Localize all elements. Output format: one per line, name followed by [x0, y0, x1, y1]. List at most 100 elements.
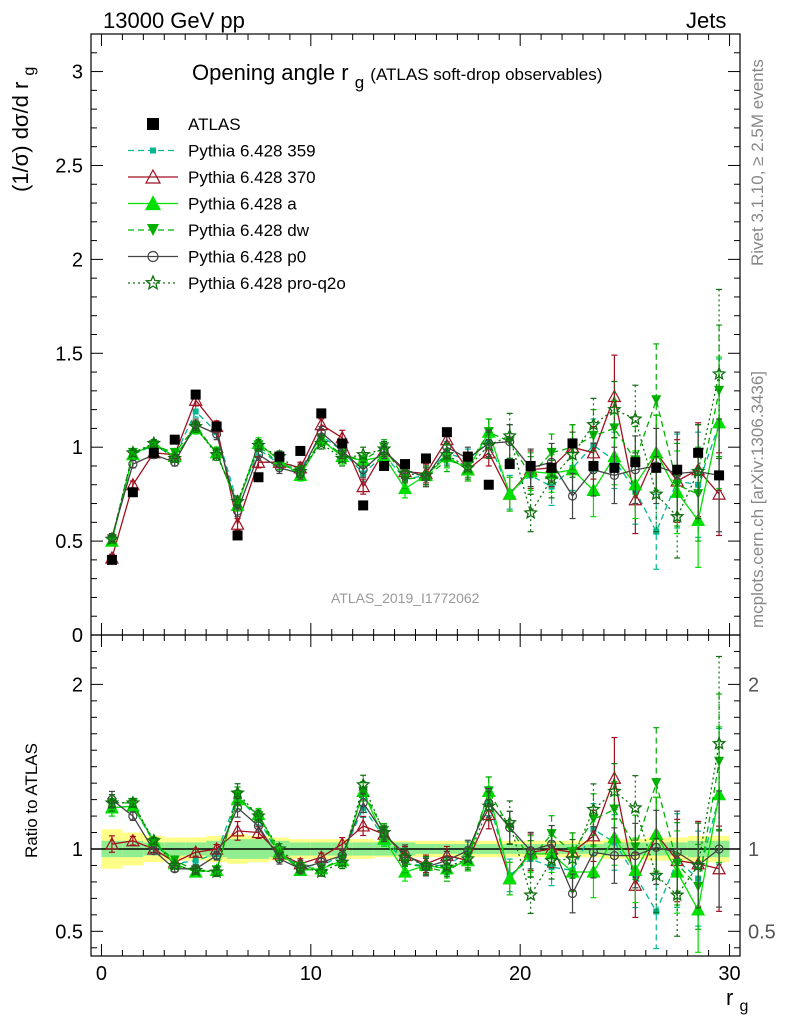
- main-point: [588, 430, 599, 441]
- legend-label: Pythia 6.428 p0: [188, 248, 306, 267]
- main-panel: 00.511.522.530 10 20 30: [55, 33, 741, 985]
- main-ytick-label: 3: [72, 62, 83, 84]
- main-point: [397, 465, 413, 480]
- main-ytick-label: 2: [72, 249, 83, 271]
- chart-title-sub: g: [354, 73, 365, 92]
- ratio-point: [356, 818, 371, 832]
- main-point: [607, 401, 622, 416]
- ratio-point: [648, 867, 664, 882]
- main-point: [565, 447, 580, 461]
- ratio-panel: 0.5 0.5 1 1 2 2: [55, 634, 776, 957]
- ratio-point: [565, 851, 580, 866]
- ratio-point: [567, 888, 578, 899]
- main-data-point: [127, 487, 138, 498]
- chart-title-main: Opening angle r: [192, 60, 349, 85]
- main-point: [523, 505, 539, 520]
- legend-label: Pythia 6.428 a: [188, 195, 297, 214]
- ratio-point: [272, 841, 287, 856]
- ratio-point: [192, 857, 199, 864]
- main-point: [356, 479, 371, 493]
- main-data-point: [714, 470, 725, 481]
- main-point: [648, 486, 664, 501]
- ratio-point: [104, 836, 119, 850]
- main-point: [376, 441, 392, 456]
- main-data-point: [337, 438, 348, 449]
- ratio-ytick-label-right: 2: [748, 674, 759, 696]
- legend-label: Pythia 6.428 370: [188, 168, 316, 187]
- main-data-point: [274, 451, 285, 462]
- main-data-point: [504, 459, 515, 470]
- x-axis-label-sub: g: [739, 998, 749, 1015]
- x-tick-label: 10: [300, 963, 322, 985]
- main-data-point: [546, 462, 557, 473]
- main-point: [358, 465, 368, 475]
- ratio-ytick-label-right: 0.5: [748, 921, 776, 943]
- ratio-frame: [90, 634, 741, 957]
- main-point: [192, 408, 199, 415]
- ratio-ytick-label: 0.5: [55, 921, 83, 943]
- legend-marker: [144, 274, 162, 291]
- main-point: [711, 366, 727, 381]
- main-data-point: [211, 421, 222, 432]
- legend-label: Pythia 6.428 359: [188, 142, 316, 161]
- ratio-ytick-label: 2: [72, 674, 83, 696]
- main-ytick-label: 1.5: [55, 343, 83, 365]
- legend-marker: [144, 195, 162, 211]
- ratio-point: [337, 850, 347, 861]
- main-ytick-label: 2.5: [55, 155, 83, 177]
- legend-marker: [150, 147, 156, 154]
- ratio-point: [230, 823, 245, 837]
- side-text-top: Rivet 3.1.10, ≥ 2.5M events: [748, 59, 767, 266]
- ratio-point: [651, 778, 662, 789]
- ratio-point: [607, 783, 622, 798]
- main-data-point: [232, 530, 243, 541]
- legend-label: Pythia 6.428 pro-q2o: [188, 274, 346, 293]
- ratio-point: [397, 849, 413, 864]
- main-data-point: [190, 389, 201, 400]
- ratio-point: [418, 857, 434, 872]
- main-data-point: [358, 500, 369, 511]
- x-axis-label: r g: [726, 985, 748, 1015]
- main-point: [167, 450, 183, 465]
- main-point: [690, 463, 706, 478]
- side-text-bottom: mcplots.cern.ch [arXiv:1306.3436]: [748, 370, 767, 628]
- ratio-point: [544, 852, 559, 867]
- main-data-point: [588, 460, 599, 471]
- main-point: [230, 493, 245, 508]
- main-point: [170, 457, 180, 467]
- main-point: [502, 428, 517, 443]
- ratio-point: [334, 854, 350, 869]
- main-data-point: [525, 460, 536, 471]
- main-data-point: [106, 554, 117, 565]
- ratio-point: [274, 854, 285, 864]
- ratio-point: [313, 864, 329, 879]
- main-point: [586, 416, 601, 431]
- main-point: [251, 437, 266, 452]
- legend-marker: [147, 250, 159, 263]
- ratio-point: [588, 847, 599, 857]
- ratio-point: [398, 864, 413, 878]
- ratio-point: [188, 845, 203, 858]
- legend: ATLAS Pythia 6.428 359 Pythia 6.428 370 Pyt…: [128, 115, 346, 293]
- main-point: [334, 450, 350, 465]
- ratio-point: [711, 735, 727, 750]
- ratio-point: [439, 859, 455, 874]
- header-right: Jets: [686, 8, 727, 33]
- x-tick-label: 30: [718, 963, 740, 985]
- main-data-point: [567, 438, 578, 449]
- main-point: [146, 435, 162, 450]
- main-point: [188, 418, 203, 433]
- main-data-point: [169, 434, 180, 445]
- main-point: [627, 411, 643, 426]
- ratio-point: [125, 833, 140, 847]
- ratio-ytick-label-right: 1: [748, 839, 759, 861]
- main-point: [439, 447, 455, 461]
- main-point: [355, 446, 371, 462]
- ratio-point: [125, 795, 141, 810]
- main-ytick-label: 0.5: [55, 531, 83, 553]
- ratio-point: [209, 864, 224, 879]
- main-data-point: [295, 445, 306, 456]
- ratio-point: [502, 815, 518, 829]
- main-point: [104, 531, 120, 546]
- main-point: [274, 463, 285, 473]
